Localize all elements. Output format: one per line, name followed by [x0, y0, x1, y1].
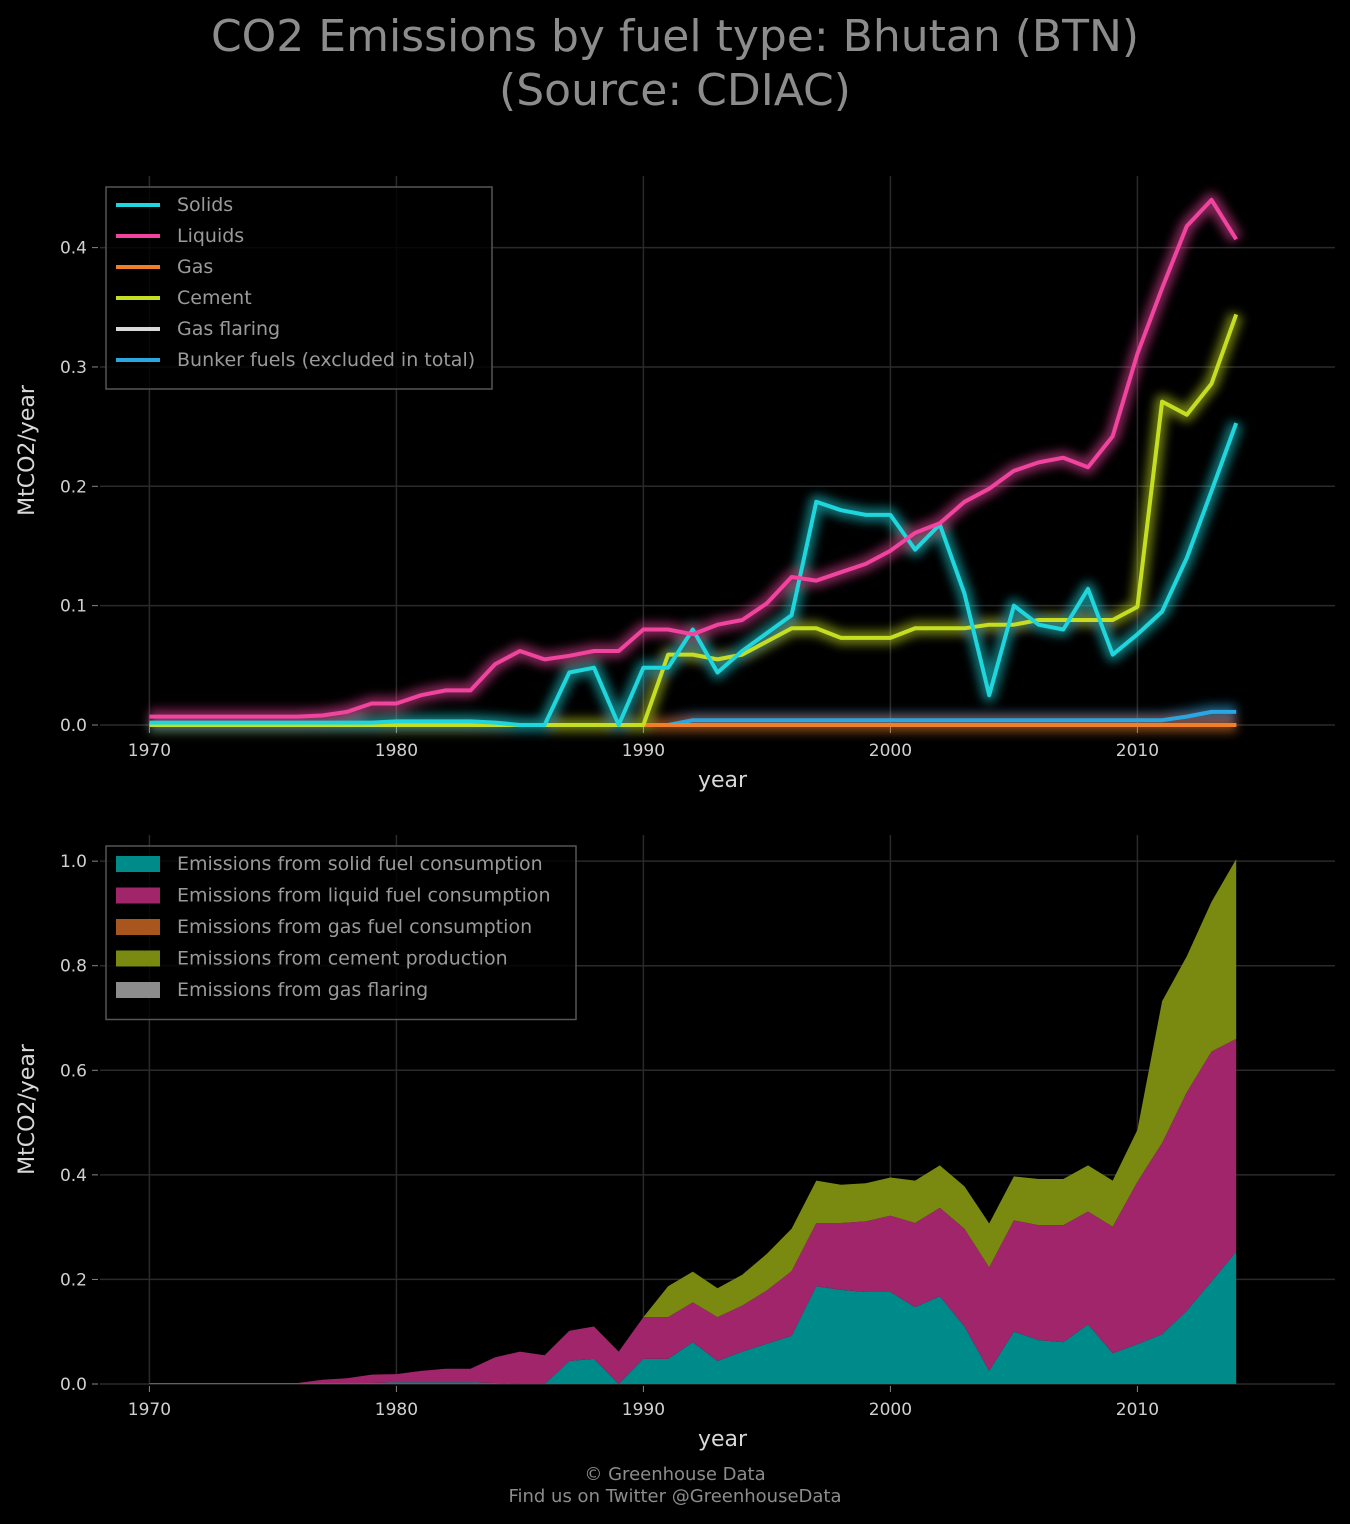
legend-frame: [105, 845, 577, 1021]
legend-label-emissions-from-liquid-fuel-consumption: Emissions from liquid fuel consumption: [177, 885, 551, 907]
chart-title-line-2: (Source: CDIAC): [499, 65, 851, 116]
x-axis-label: year: [698, 1427, 748, 1452]
line-chart: 1970 1980 1990 2000 2010 0.0 0.1 0.2 0.3 0.4 year M…: [15, 176, 1335, 793]
y-tick-label: 0.1: [60, 597, 87, 617]
legend-label-bunker-fuels-excluded-in-total: Bunker fuels (excluded in total): [177, 349, 475, 371]
y-tick-label: 0.4: [60, 239, 87, 259]
bottom-legend: Emissions from solid fuel consumption Emi…: [105, 845, 577, 1021]
series-lines: [149, 197, 1239, 727]
x-tick-label: 2010: [1116, 1400, 1159, 1420]
x-tick-label: 1970: [128, 1400, 171, 1420]
y-tick-label: 0.0: [60, 1375, 87, 1395]
y-tick-label: 0.2: [60, 477, 87, 497]
x-tick-label: 1970: [128, 741, 171, 761]
y-tick-label: 0.0: [60, 716, 87, 736]
x-tick-label: 2000: [869, 741, 912, 761]
y-tick-label: 0.4: [60, 1166, 87, 1186]
legend-swatch-emissions-from-gas-flaring: [116, 982, 160, 998]
area-emissions-from-cement-production: [149, 859, 1237, 1383]
legend-swatch-emissions-from-cement-production: [116, 950, 160, 967]
legend-swatch-emissions-from-solid-fuel-consumption: [116, 856, 160, 872]
legend-label-gas-flaring: Gas flaring: [177, 318, 280, 340]
stacked-areas: [149, 859, 1237, 1384]
area-emissions-from-solid-fuel-consumption: [149, 1251, 1237, 1384]
series-line-solids: [149, 422, 1239, 727]
stacked-area-chart: 1970 1980 1990 2000 2010 0.0 0.2 0.4 0.6 0.8 1.0 ye…: [15, 835, 1335, 1452]
area-emissions-from-liquid-fuel-consumption: [149, 1038, 1237, 1384]
footer-copyright: © Greenhouse Data: [584, 1464, 766, 1485]
x-tick-label: 2000: [869, 1400, 912, 1420]
y-axis-label: MtCO2/year: [15, 1043, 40, 1175]
legend-frame: [105, 186, 493, 390]
legend-label-emissions-from-solid-fuel-consumption: Emissions from solid fuel consumption: [177, 853, 543, 875]
x-tick-label: 2010: [1116, 741, 1159, 761]
chart-title: CO2 Emissions by fuel type: Bhutan (BTN)…: [0, 10, 1350, 118]
x-axis-label: year: [698, 768, 748, 793]
y-tick-label: 0.3: [60, 358, 87, 378]
series-line-liquids: [149, 197, 1238, 719]
chart-title-line-1: CO2 Emissions by fuel type: Bhutan (BTN): [210, 11, 1140, 62]
series-line-cement: [149, 313, 1239, 727]
legend-swatch-emissions-from-liquid-fuel-consumption: [116, 887, 160, 904]
x-tick-label: 1980: [375, 1400, 418, 1420]
footer: © Greenhouse Data Find us on Twitter @Gr…: [0, 1464, 1350, 1508]
y-tick-label: 0.8: [60, 957, 87, 977]
top-legend: Solids Liquids Gas Cement Gas flaring Bunker …: [105, 186, 493, 390]
legend-label-emissions-from-gas-fuel-consumption: Emissions from gas fuel consumption: [177, 916, 532, 938]
legend-swatch-emissions-from-gas-fuel-consumption: [116, 919, 160, 935]
x-tick-label: 1990: [622, 741, 665, 761]
legend-label-gas: Gas: [177, 256, 213, 278]
legend-label-cement: Cement: [177, 287, 252, 309]
legend-label-solids: Solids: [177, 194, 233, 216]
y-tick-label: 0.6: [60, 1061, 87, 1081]
legend-label-liquids: Liquids: [177, 225, 244, 247]
x-tick-label: 1980: [375, 741, 418, 761]
legend-label-emissions-from-cement-production: Emissions from cement production: [177, 948, 508, 970]
y-tick-label: 1.0: [60, 852, 87, 872]
y-tick-label: 0.2: [60, 1270, 87, 1290]
x-tick-label: 1990: [622, 1400, 665, 1420]
y-axis-label: MtCO2/year: [15, 384, 40, 516]
footer-twitter: Find us on Twitter @GreenhouseData: [508, 1486, 842, 1507]
legend-label-emissions-from-gas-flaring: Emissions from gas flaring: [177, 979, 428, 1001]
